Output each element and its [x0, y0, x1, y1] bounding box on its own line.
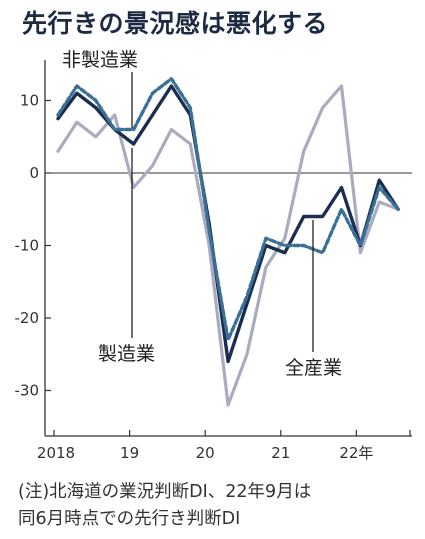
y-tick-label: 10: [20, 92, 39, 110]
y-tick-label: -20: [15, 309, 40, 327]
x-tick-label: 19: [120, 444, 139, 462]
axes: 10 0 -10 -20 -30 2018 19 20 21 22年: [15, 60, 412, 462]
y-tick-label: -10: [15, 237, 40, 255]
label-all: 全産業: [285, 357, 342, 379]
x-tick-label: 2018: [37, 444, 75, 462]
label-non-mfg: 非製造業: [62, 49, 138, 71]
annotation-layer: 非製造業 製造業 全産業: [62, 49, 342, 379]
series-line-non-mfg: [56, 77, 400, 342]
series-layer: [56, 77, 400, 407]
series-line-all: [56, 84, 400, 407]
x-tick-label: 22年: [339, 444, 373, 462]
label-mfg: 製造業: [98, 343, 155, 365]
y-tick-label: 0: [29, 164, 39, 182]
y-tick-label: -30: [15, 382, 40, 400]
x-tick-label: 21: [271, 444, 290, 462]
chart-title: 先行きの景況感は悪化する: [22, 9, 329, 38]
note-line-1: (注)北海道の業況判断DI、22年9月は: [18, 482, 312, 502]
note-line-2: 同6月時点での先行き判断DI: [18, 509, 241, 529]
x-tick-label: 20: [196, 444, 215, 462]
